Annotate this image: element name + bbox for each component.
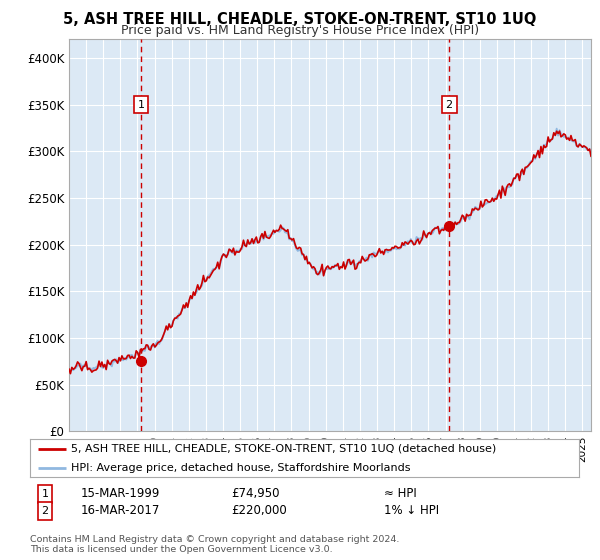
Text: Contains HM Land Registry data © Crown copyright and database right 2024.
This d: Contains HM Land Registry data © Crown c… (30, 535, 400, 554)
Text: 1% ↓ HPI: 1% ↓ HPI (384, 504, 439, 517)
Text: 15-MAR-1999: 15-MAR-1999 (81, 487, 160, 501)
Text: Price paid vs. HM Land Registry's House Price Index (HPI): Price paid vs. HM Land Registry's House … (121, 24, 479, 37)
Text: 1: 1 (41, 489, 49, 499)
Text: 2: 2 (41, 506, 49, 516)
Text: £74,950: £74,950 (231, 487, 280, 501)
Text: ≈ HPI: ≈ HPI (384, 487, 417, 501)
Text: 2: 2 (446, 100, 452, 110)
Text: 1: 1 (137, 100, 145, 110)
Text: 5, ASH TREE HILL, CHEADLE, STOKE-ON-TRENT, ST10 1UQ (detached house): 5, ASH TREE HILL, CHEADLE, STOKE-ON-TREN… (71, 444, 496, 454)
Text: 16-MAR-2017: 16-MAR-2017 (81, 504, 160, 517)
Text: HPI: Average price, detached house, Staffordshire Moorlands: HPI: Average price, detached house, Staf… (71, 463, 410, 473)
Text: 5, ASH TREE HILL, CHEADLE, STOKE-ON-TRENT, ST10 1UQ: 5, ASH TREE HILL, CHEADLE, STOKE-ON-TREN… (64, 12, 536, 27)
Text: £220,000: £220,000 (231, 504, 287, 517)
